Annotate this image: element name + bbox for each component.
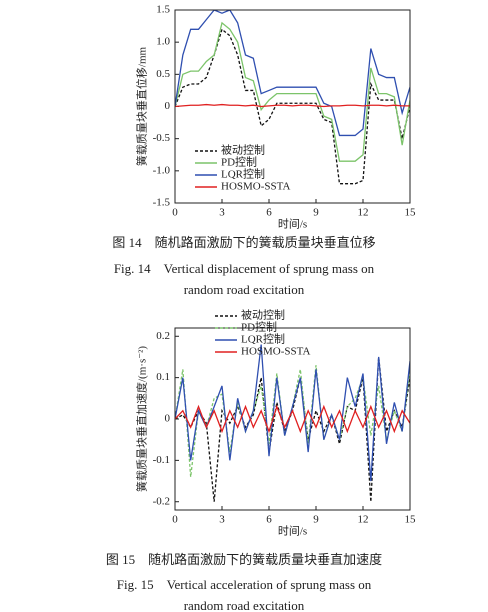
y-tick-label: 1.5 <box>156 4 170 16</box>
y-tick-label: 1.0 <box>156 36 170 48</box>
x-tick-label: 9 <box>313 514 319 526</box>
x-tick-label: 15 <box>405 207 417 219</box>
legend-label: 被动控制 <box>221 143 265 157</box>
caption-cn: 图 15 随机路面激励下的簧载质量块垂直加速度 <box>105 552 383 567</box>
y-tick-label: -0.1 <box>153 454 170 466</box>
series-line <box>175 344 410 482</box>
y-tick-label: -1.0 <box>153 164 171 176</box>
y-tick-label: 0.5 <box>156 68 170 80</box>
x-tick-label: 3 <box>219 207 225 219</box>
x-tick-label: 6 <box>266 514 272 526</box>
x-tick-label: 0 <box>172 514 178 526</box>
x-tick-label: 15 <box>405 514 417 526</box>
y-axis-label: 簧载质量块垂直位移/mm <box>135 46 149 166</box>
caption-cn: 图 14 随机路面激励下的簧载质量块垂直位移 <box>112 235 376 250</box>
y-tick-label: 0.1 <box>156 371 170 383</box>
legend-label: LQR控制 <box>241 332 285 346</box>
legend-label: 被动控制 <box>241 308 285 322</box>
plot-frame <box>174 327 411 511</box>
plot-frame <box>174 9 411 204</box>
series-line <box>175 356 410 502</box>
x-tick-label: 9 <box>313 207 319 219</box>
y-tick-label: -1.5 <box>153 197 171 209</box>
caption-en: Fig. 15 Vertical acceleration of sprung … <box>116 577 372 592</box>
y-tick-label: -0.2 <box>153 495 170 507</box>
caption-en: Fig. 14 Vertical displacement of sprung … <box>113 261 375 276</box>
caption-en: random road excitation <box>183 598 305 612</box>
y-axis-label: 簧载质量块垂直加速度/(m·s⁻²) <box>135 346 149 492</box>
series-line <box>175 103 410 108</box>
series-line <box>175 21 410 162</box>
caption-en: random road excitation <box>183 282 305 297</box>
legend-label: LQR控制 <box>221 167 265 181</box>
legend-label: HOSMO-SSTA <box>241 346 310 358</box>
y-tick-label: 0 <box>165 413 171 425</box>
x-axis-label: 时间/s <box>278 525 307 538</box>
legend-label: PD控制 <box>241 320 277 334</box>
x-tick-label: 6 <box>266 207 272 219</box>
y-tick-label: -0.5 <box>153 132 171 144</box>
x-axis-label: 时间/s <box>278 218 307 231</box>
legend-label: HOSMO-SSTA <box>221 181 290 193</box>
x-tick-label: 3 <box>219 514 225 526</box>
y-tick-label: 0.2 <box>156 330 170 342</box>
legend-label: PD控制 <box>221 155 257 169</box>
x-tick-label: 0 <box>172 207 178 219</box>
x-tick-label: 12 <box>358 514 369 526</box>
series-line <box>175 10 410 137</box>
y-tick-label: 0 <box>165 100 171 112</box>
x-tick-label: 12 <box>358 207 369 219</box>
series-line <box>175 404 410 434</box>
